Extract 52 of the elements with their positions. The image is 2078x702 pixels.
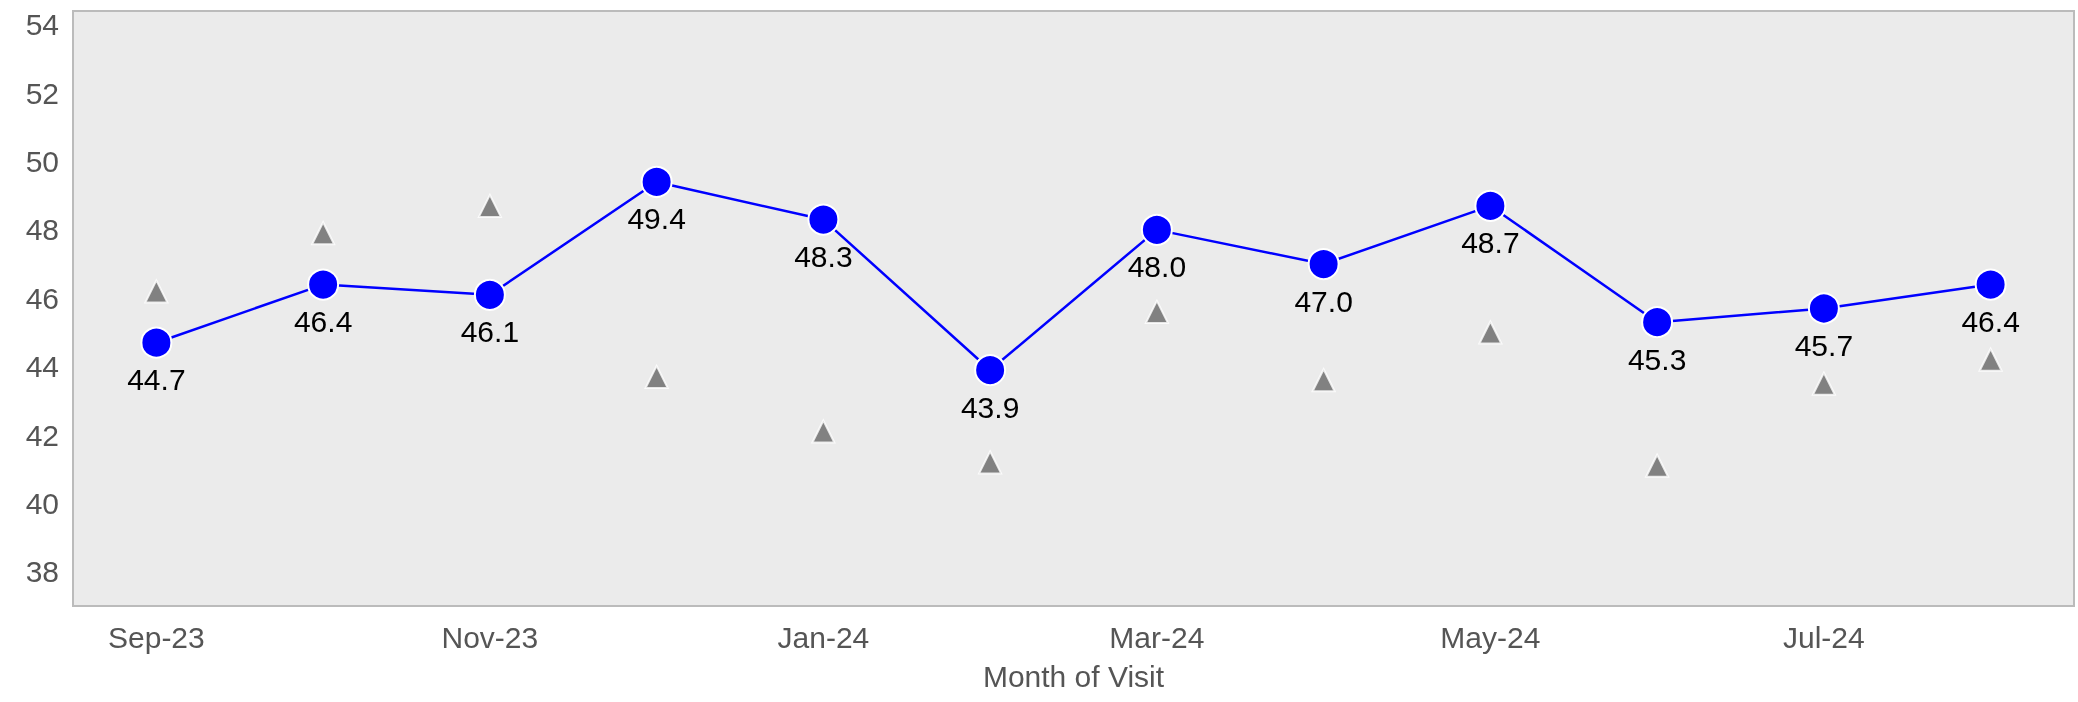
point [1474,189,1507,222]
point [811,419,836,444]
data-label: 46.4 [1961,305,2020,339]
point [1307,248,1340,281]
data-label: 44.7 [127,363,186,397]
y-tick-label: 46 [25,281,59,315]
point [1978,347,2003,372]
point [640,165,673,198]
point [1144,299,1169,324]
y-tick-label: 44 [25,350,59,384]
y-tick-label: 52 [25,76,59,110]
data-label: 48.7 [1461,226,1520,260]
y-tick-label: 40 [25,486,59,520]
point [477,193,502,218]
x-tick-label: Jul-24 [1783,620,1865,654]
point [307,268,340,301]
data-label: 49.4 [627,202,686,236]
point [1311,368,1336,393]
data-label: 46.1 [460,315,520,349]
y-tick-label: 38 [25,555,59,589]
point [1478,320,1503,345]
data-label: 46.4 [293,305,353,339]
y-tick-label: 50 [25,144,59,178]
point [1641,306,1674,339]
x-tick-label: Mar-24 [1109,620,1205,654]
data-label: 43.9 [960,390,1020,424]
y-tick-label: 54 [25,8,59,42]
x-tick-label: May-24 [1440,620,1541,654]
y-tick-label: 42 [25,418,59,452]
point [978,450,1003,475]
data-label: 45.3 [1627,342,1687,376]
data-label: 48.3 [794,240,853,274]
point [1140,213,1173,246]
point [807,203,840,236]
point [473,278,506,311]
x-tick-label: Nov-23 [441,620,539,654]
point [1974,268,2007,301]
x-axis-title: Month of Visit [982,659,1165,693]
point [140,326,173,359]
point [311,221,336,246]
x-tick-label: Sep-23 [108,620,205,654]
point [144,279,169,304]
point [1811,371,1836,396]
point [644,364,669,389]
y-tick-label: 48 [25,213,59,247]
x-tick-label: Jan-24 [777,620,870,654]
point [1645,453,1670,478]
data-label: 47.0 [1294,284,1353,318]
point [974,354,1007,387]
data-label: 45.7 [1794,329,1854,362]
data-label: 48.0 [1127,250,1187,284]
point [1807,292,1840,325]
